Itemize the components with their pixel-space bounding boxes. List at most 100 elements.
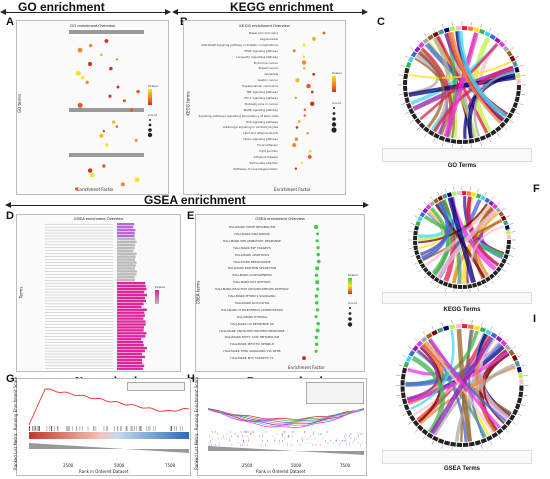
gsea-term-label: HALLMARK PROTEIN SECRETION — [227, 266, 277, 271]
chord-segment — [504, 344, 512, 351]
chord-segment — [406, 409, 413, 417]
chord-segment — [433, 197, 439, 204]
chord-label-tick — [510, 47, 514, 50]
chord-segment — [516, 78, 521, 85]
go-bubble — [116, 85, 120, 89]
chord-segment — [503, 117, 510, 124]
chord-label-tick — [410, 120, 414, 123]
chord-ribbon — [458, 30, 507, 119]
chord-label-tick — [408, 346, 412, 349]
go-legend-bubble — [147, 132, 153, 138]
chord-segment — [416, 340, 423, 348]
chord-label-tick — [498, 331, 502, 336]
chord-segment — [473, 325, 481, 331]
chord-segment — [438, 29, 445, 35]
gsea-up-svg — [28, 388, 190, 453]
chord-segment — [462, 139, 469, 144]
chord-label-tick — [451, 21, 453, 26]
kegg-bubble — [310, 101, 315, 106]
go-bubble — [120, 182, 125, 187]
kegg-bubble — [292, 49, 296, 53]
chord-ribbon — [447, 32, 502, 124]
chord-label-tick — [497, 33, 500, 37]
chord-segment — [506, 229, 511, 235]
chord-label-tick — [442, 142, 444, 146]
kegg-term-label: Focal adhesion — [257, 143, 278, 148]
chord-ribbon — [429, 335, 494, 435]
chord-label-tick — [497, 201, 501, 205]
gsea-bar — [117, 308, 147, 311]
kegg-bubble — [322, 31, 326, 35]
kegg-term-label: Hippo signaling pathway — [243, 137, 278, 142]
go-bubble — [75, 187, 79, 191]
kegg-term-label: Tight junction — [258, 149, 278, 153]
chord-segment — [403, 361, 410, 368]
gsea-legend-bubble — [348, 317, 352, 321]
chord-segment — [502, 45, 510, 52]
go-bubble — [81, 76, 85, 80]
go-bubble — [77, 102, 83, 108]
gsea-bubble — [315, 308, 320, 312]
chord-segment — [490, 129, 497, 136]
chord-label-tick — [521, 364, 526, 367]
chord-segment — [404, 97, 410, 104]
chord-segment — [422, 37, 429, 45]
chord-segment — [413, 245, 418, 251]
chord-segment — [506, 112, 514, 119]
chord-segment — [494, 37, 501, 44]
gsea-up-legend — [127, 382, 185, 391]
chord-label-tick — [517, 355, 522, 358]
go-heading-arrow-left — [0, 9, 6, 15]
chord-segment — [506, 50, 513, 57]
chord-segment — [405, 355, 412, 363]
kegg-enrichment-heading: KEGG enrichment — [230, 0, 334, 14]
gsea-bubble — [316, 321, 320, 326]
gsea-bar — [117, 311, 145, 314]
chord-segment — [412, 420, 420, 427]
chord-label-tick — [504, 127, 508, 131]
chord-label-tick — [471, 144, 473, 148]
chord-segment — [433, 133, 440, 139]
chord-label-tick — [489, 27, 492, 32]
gsea-bubble-plot — [302, 224, 353, 361]
go-bubble — [105, 143, 109, 147]
gsea-bubble — [302, 356, 306, 361]
kegg-legend-color-title: Pvalue — [332, 71, 343, 75]
chord-segment — [518, 372, 524, 379]
chord-label-tick — [509, 223, 514, 225]
chord-segment — [438, 135, 446, 142]
chord-segment — [511, 354, 518, 362]
go-bubble — [111, 120, 116, 124]
chord-segment — [449, 324, 456, 330]
gsea-bar-legend-gradient — [155, 290, 159, 304]
kegg-legend-bubble — [333, 107, 335, 109]
panel-label-d: D — [6, 210, 14, 222]
go-chord-legend — [382, 148, 532, 162]
go-bubble — [75, 70, 81, 76]
chord-segment — [421, 428, 429, 436]
kegg-term-label: Longevity regulating pathway — [236, 54, 278, 59]
chord-segment — [500, 339, 508, 347]
chord-segment — [488, 200, 495, 207]
chord-label-tick — [506, 215, 511, 218]
chord-segment — [485, 329, 492, 336]
go-bubble — [115, 58, 119, 61]
gsea-bubble-chart: GSEA enrichment Overview GSEA terms Enri… — [195, 214, 365, 372]
gsea-bubble — [314, 315, 318, 319]
chord-segment — [468, 138, 475, 144]
chord-ribbon — [430, 207, 450, 276]
chord-segment — [442, 281, 449, 287]
go-bubble — [104, 39, 109, 43]
chord-label-tick — [471, 319, 473, 324]
chord-label-tick — [451, 319, 453, 324]
kegg-xlabel: Enrichment Factor — [274, 187, 311, 192]
gsea-chord-legend — [382, 450, 532, 464]
chord-segment — [503, 253, 509, 260]
chord-label-tick — [523, 374, 528, 376]
gsea-bar — [117, 320, 146, 323]
gsea-bubble-xlabel: Enrichment Factor — [288, 365, 325, 370]
gsea-bar — [117, 317, 144, 320]
chord-segment — [462, 442, 469, 447]
go-bubble — [99, 53, 103, 57]
gsea-bar — [117, 343, 144, 347]
